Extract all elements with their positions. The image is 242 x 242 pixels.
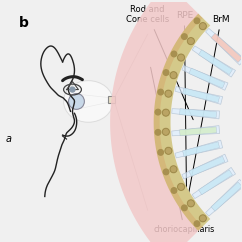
Polygon shape xyxy=(206,28,242,65)
Circle shape xyxy=(155,129,161,135)
Circle shape xyxy=(70,87,75,92)
Circle shape xyxy=(187,200,194,207)
Polygon shape xyxy=(110,0,199,242)
Polygon shape xyxy=(175,140,223,158)
Polygon shape xyxy=(192,46,235,77)
Circle shape xyxy=(158,89,163,95)
Circle shape xyxy=(199,23,206,30)
Polygon shape xyxy=(182,154,228,179)
Circle shape xyxy=(199,215,206,222)
Polygon shape xyxy=(175,87,223,104)
Circle shape xyxy=(182,34,187,39)
Polygon shape xyxy=(211,33,242,62)
Polygon shape xyxy=(198,50,233,75)
Circle shape xyxy=(163,169,169,175)
Polygon shape xyxy=(160,18,210,227)
Circle shape xyxy=(170,72,177,79)
Polygon shape xyxy=(180,127,217,136)
Polygon shape xyxy=(211,182,242,211)
Text: b: b xyxy=(19,16,29,30)
Text: RPE: RPE xyxy=(176,11,193,194)
Circle shape xyxy=(162,109,169,116)
Polygon shape xyxy=(182,88,219,103)
Circle shape xyxy=(170,166,177,173)
Text: a: a xyxy=(5,134,11,144)
Circle shape xyxy=(155,109,161,115)
Text: BrM: BrM xyxy=(186,15,230,207)
Circle shape xyxy=(165,147,172,154)
FancyBboxPatch shape xyxy=(108,97,115,103)
Text: Rod and
Cone cells: Rod and Cone cells xyxy=(126,5,193,120)
Polygon shape xyxy=(198,170,233,195)
Circle shape xyxy=(171,188,177,193)
Polygon shape xyxy=(172,109,220,119)
Polygon shape xyxy=(180,109,217,118)
Polygon shape xyxy=(182,66,228,90)
Polygon shape xyxy=(172,126,220,136)
Circle shape xyxy=(165,90,172,97)
Polygon shape xyxy=(154,14,203,231)
Ellipse shape xyxy=(64,81,113,122)
Ellipse shape xyxy=(68,93,84,109)
Polygon shape xyxy=(189,156,225,176)
Circle shape xyxy=(162,128,169,135)
Circle shape xyxy=(194,18,200,23)
Circle shape xyxy=(194,221,200,227)
Circle shape xyxy=(178,183,184,190)
Polygon shape xyxy=(189,68,225,88)
Circle shape xyxy=(158,150,163,155)
Polygon shape xyxy=(182,142,219,157)
Polygon shape xyxy=(192,167,235,199)
Circle shape xyxy=(163,70,169,75)
Polygon shape xyxy=(206,179,242,216)
Text: choriocapillaris: choriocapillaris xyxy=(151,67,215,234)
Circle shape xyxy=(187,38,194,45)
Circle shape xyxy=(171,51,177,57)
Circle shape xyxy=(182,205,187,211)
Circle shape xyxy=(178,54,184,61)
